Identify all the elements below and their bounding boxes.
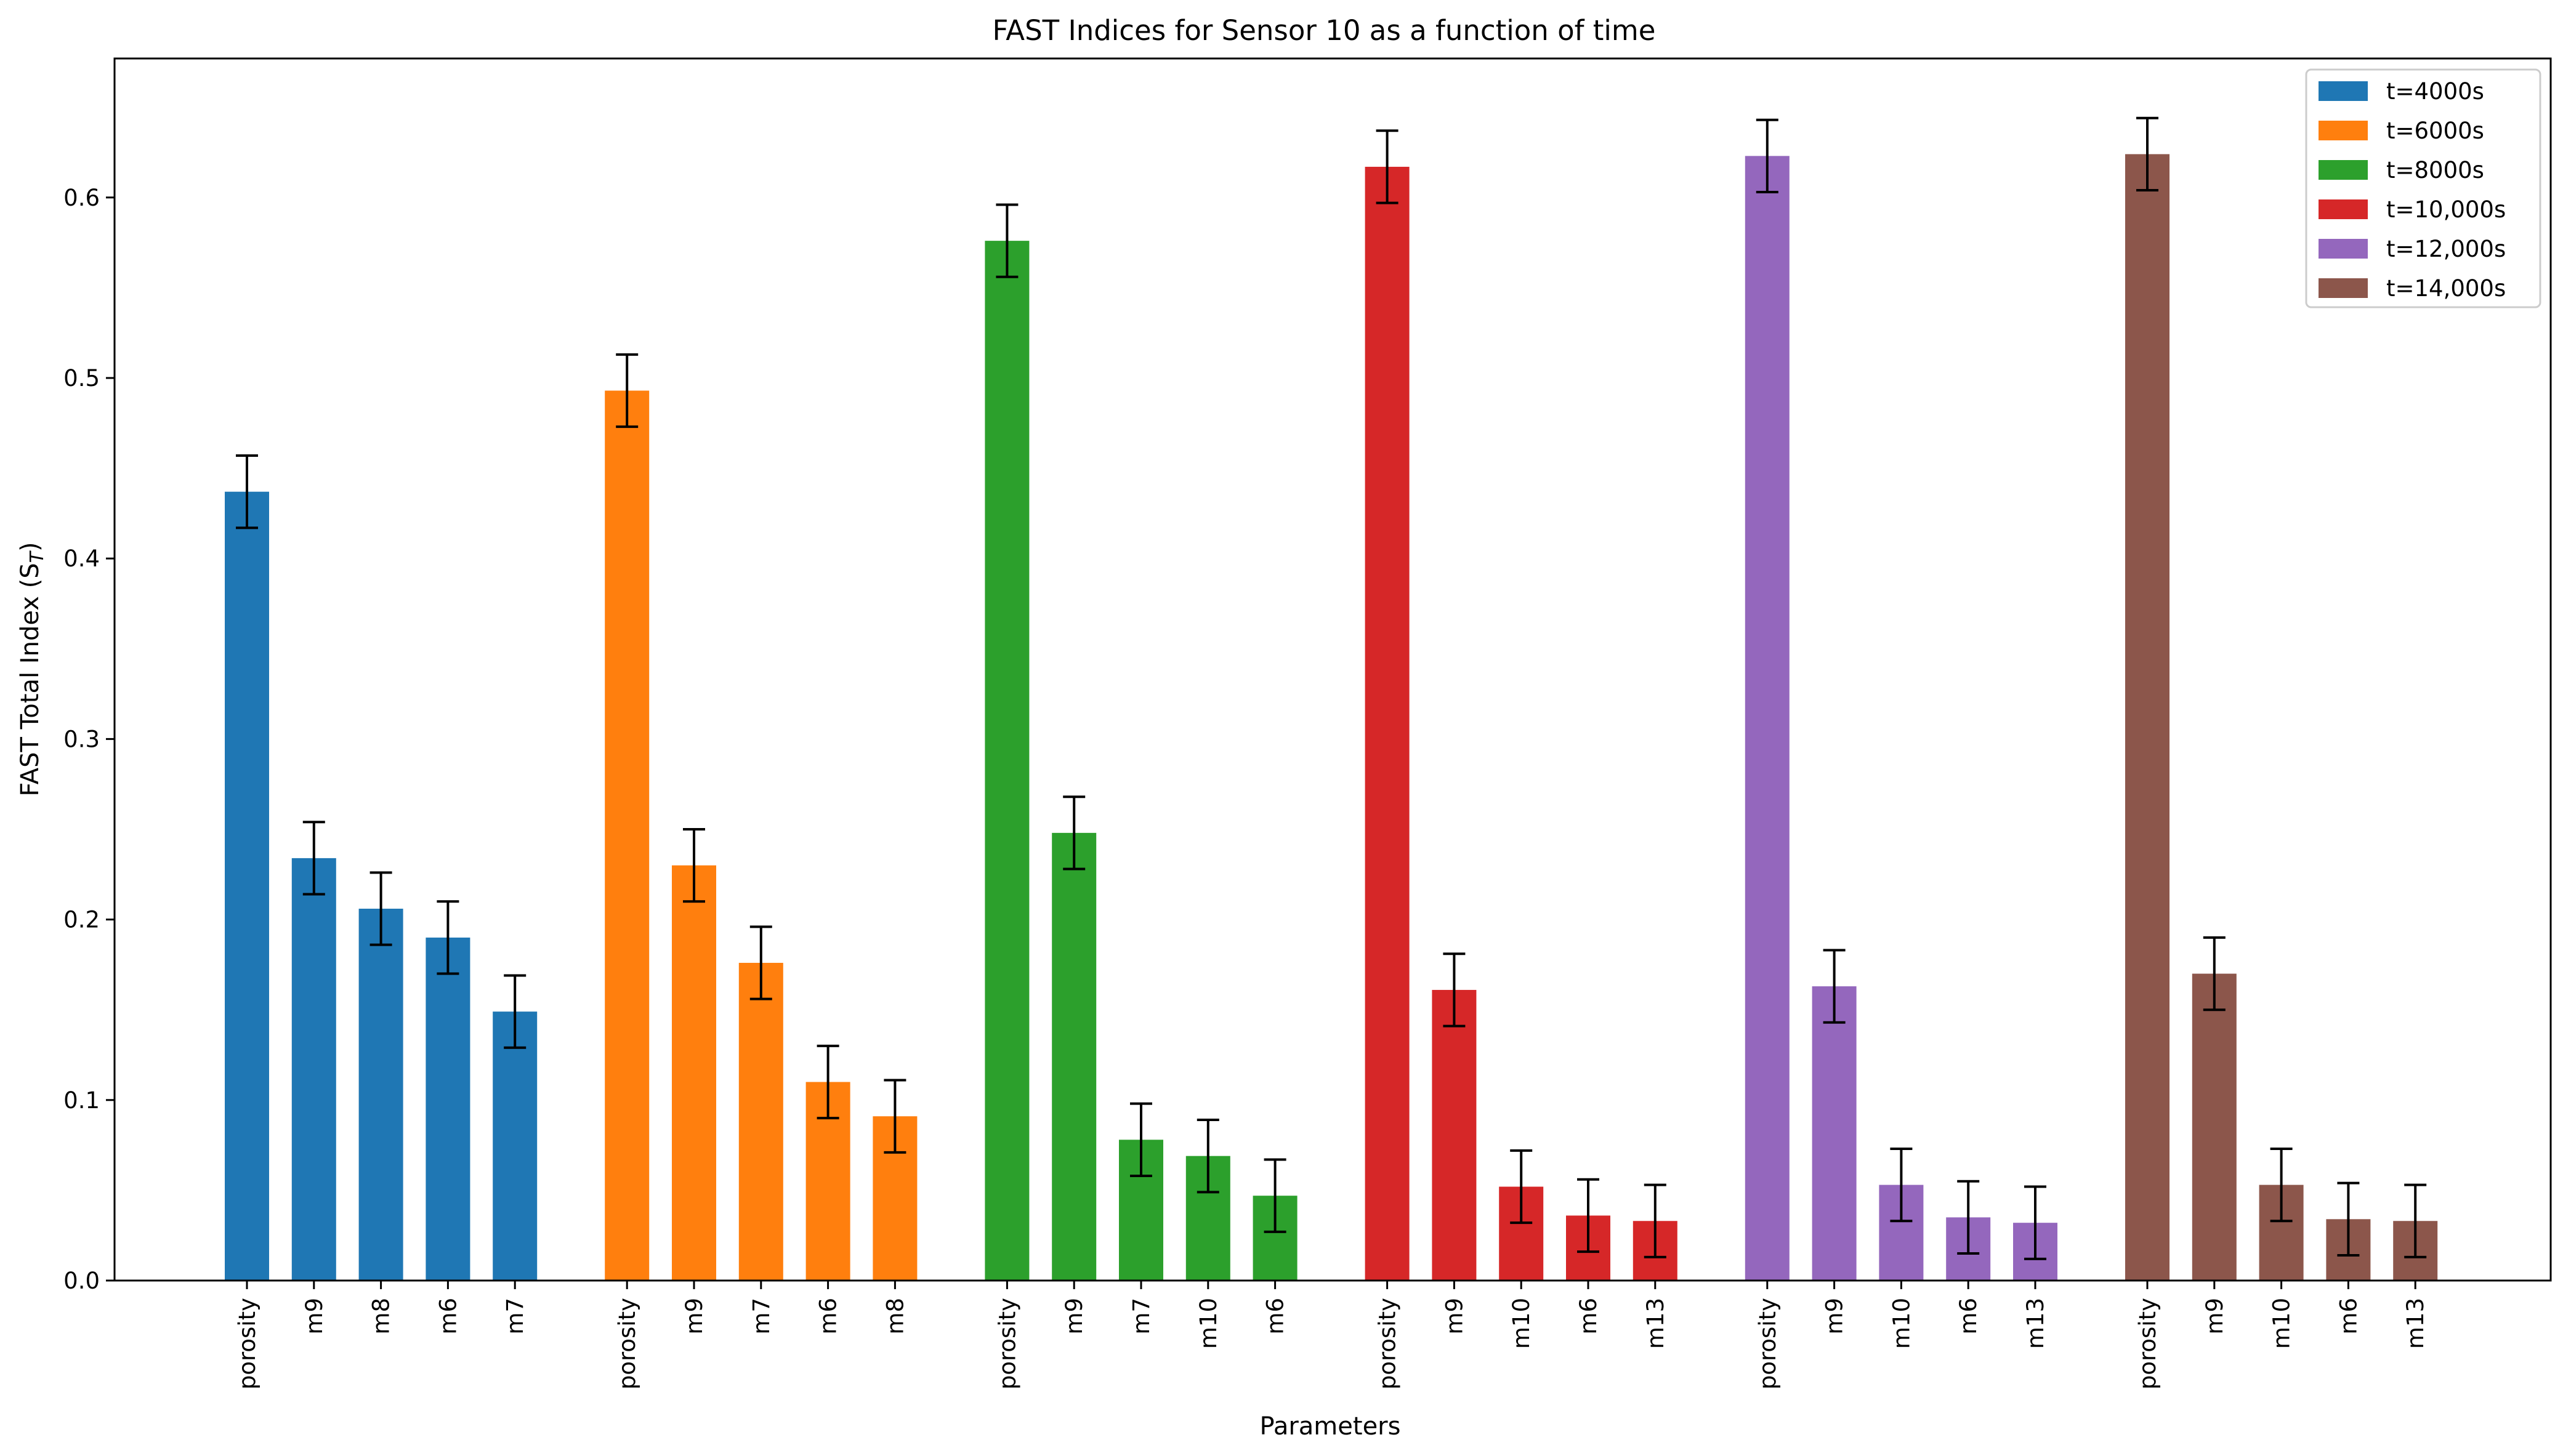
x-tick-label: m13 bbox=[2022, 1298, 2049, 1349]
y-axis-label-subscript: T bbox=[26, 550, 48, 563]
legend-entry: t=4000s bbox=[2386, 78, 2484, 105]
x-tick-label: porosity bbox=[234, 1298, 260, 1390]
legend-frame bbox=[2305, 68, 2541, 308]
bar bbox=[2125, 154, 2169, 1281]
legend-swatch bbox=[2319, 239, 2368, 259]
plot-frame bbox=[113, 57, 2552, 1282]
x-tick-label: m13 bbox=[1642, 1298, 1669, 1349]
legend-entry: t=10,000s bbox=[2386, 196, 2506, 223]
x-tick-label: m10 bbox=[1508, 1298, 1535, 1349]
x-tick-label: m7 bbox=[502, 1298, 528, 1335]
x-axis: porosity m9 m8 m6 m7 porosity m9 m7 m6 m8 porosity… bbox=[234, 1281, 2429, 1390]
bar bbox=[225, 491, 269, 1281]
y-axis-label: FAST Total Index (ST) bbox=[16, 542, 48, 796]
y-tick-label: 0.2 bbox=[63, 907, 100, 933]
chart-title: FAST Indices for Sensor 10 as a function… bbox=[993, 14, 1656, 47]
y-tick-label: 0.4 bbox=[63, 545, 100, 572]
legend-entry: t=14,000s bbox=[2386, 275, 2506, 302]
y-axis: 0.0 0.1 0.2 0.3 0.4 0.5 0.6 bbox=[63, 185, 115, 1294]
x-tick-label: m9 bbox=[1822, 1298, 1848, 1335]
bar bbox=[1812, 986, 1857, 1281]
legend-entry: t=12,000s bbox=[2386, 236, 2506, 262]
x-tick-label: m9 bbox=[1061, 1298, 1088, 1335]
error-bars-layer bbox=[236, 116, 2427, 1260]
y-axis-label-main: FAST Total Index (S bbox=[16, 563, 44, 796]
x-tick-label: m6 bbox=[1262, 1298, 1289, 1335]
x-tick-label: m10 bbox=[2269, 1298, 2295, 1349]
bar bbox=[358, 908, 403, 1281]
legend-entry: t=8000s bbox=[2386, 157, 2484, 183]
y-tick-label: 0.1 bbox=[63, 1087, 100, 1114]
x-tick-label: m9 bbox=[2202, 1298, 2228, 1335]
x-tick-label: m8 bbox=[882, 1298, 908, 1335]
x-tick-label: m9 bbox=[301, 1298, 328, 1335]
legend-swatch bbox=[2319, 160, 2368, 180]
bar bbox=[493, 1012, 538, 1281]
bar bbox=[426, 937, 470, 1281]
bar bbox=[1052, 832, 1097, 1281]
bar bbox=[2192, 973, 2237, 1281]
legend-swatch bbox=[2319, 199, 2368, 219]
bar bbox=[672, 865, 716, 1281]
legend-swatch bbox=[2319, 81, 2368, 101]
x-tick-label: porosity bbox=[1374, 1298, 1401, 1390]
x-tick-label: m10 bbox=[1195, 1298, 1222, 1349]
bar bbox=[1365, 166, 1410, 1281]
x-tick-label: porosity bbox=[1754, 1298, 1781, 1390]
x-tick-label: m7 bbox=[1128, 1298, 1155, 1335]
x-tick-label: m6 bbox=[2335, 1298, 2362, 1335]
y-tick-label: 0.6 bbox=[63, 185, 100, 211]
bar bbox=[1745, 156, 1790, 1281]
x-tick-label: m7 bbox=[748, 1298, 775, 1335]
x-tick-label: m6 bbox=[1955, 1298, 1982, 1335]
x-axis-label: Parameters bbox=[1260, 1412, 1401, 1441]
bar bbox=[985, 241, 1030, 1281]
bar bbox=[738, 962, 783, 1281]
x-tick-label: porosity bbox=[614, 1298, 640, 1390]
bar bbox=[291, 858, 336, 1281]
bars-layer bbox=[225, 154, 2438, 1281]
legend-entry: t=6000s bbox=[2386, 118, 2484, 144]
y-tick-label: 0.0 bbox=[63, 1268, 100, 1294]
x-tick-label: m13 bbox=[2402, 1298, 2429, 1349]
x-tick-label: m6 bbox=[815, 1298, 842, 1335]
bar bbox=[605, 390, 650, 1281]
legend-swatch bbox=[2319, 278, 2368, 298]
x-tick-label: porosity bbox=[2134, 1298, 2161, 1390]
legend-swatch bbox=[2319, 121, 2368, 140]
legend: t=4000s t=6000s t=8000s t=10,000s t=12,000s t… bbox=[2305, 68, 2541, 308]
x-tick-label: m10 bbox=[1888, 1298, 1915, 1349]
x-tick-label: m8 bbox=[368, 1298, 395, 1335]
bar bbox=[1432, 989, 1477, 1281]
x-tick-label: m6 bbox=[1575, 1298, 1602, 1335]
y-axis-label-end: ) bbox=[16, 542, 44, 552]
y-tick-label: 0.5 bbox=[63, 365, 100, 392]
x-tick-label: m6 bbox=[435, 1298, 461, 1335]
x-tick-label: m9 bbox=[1441, 1298, 1467, 1335]
x-tick-label: m9 bbox=[681, 1298, 708, 1335]
y-tick-label: 0.3 bbox=[63, 726, 100, 752]
x-tick-label: porosity bbox=[994, 1298, 1020, 1390]
